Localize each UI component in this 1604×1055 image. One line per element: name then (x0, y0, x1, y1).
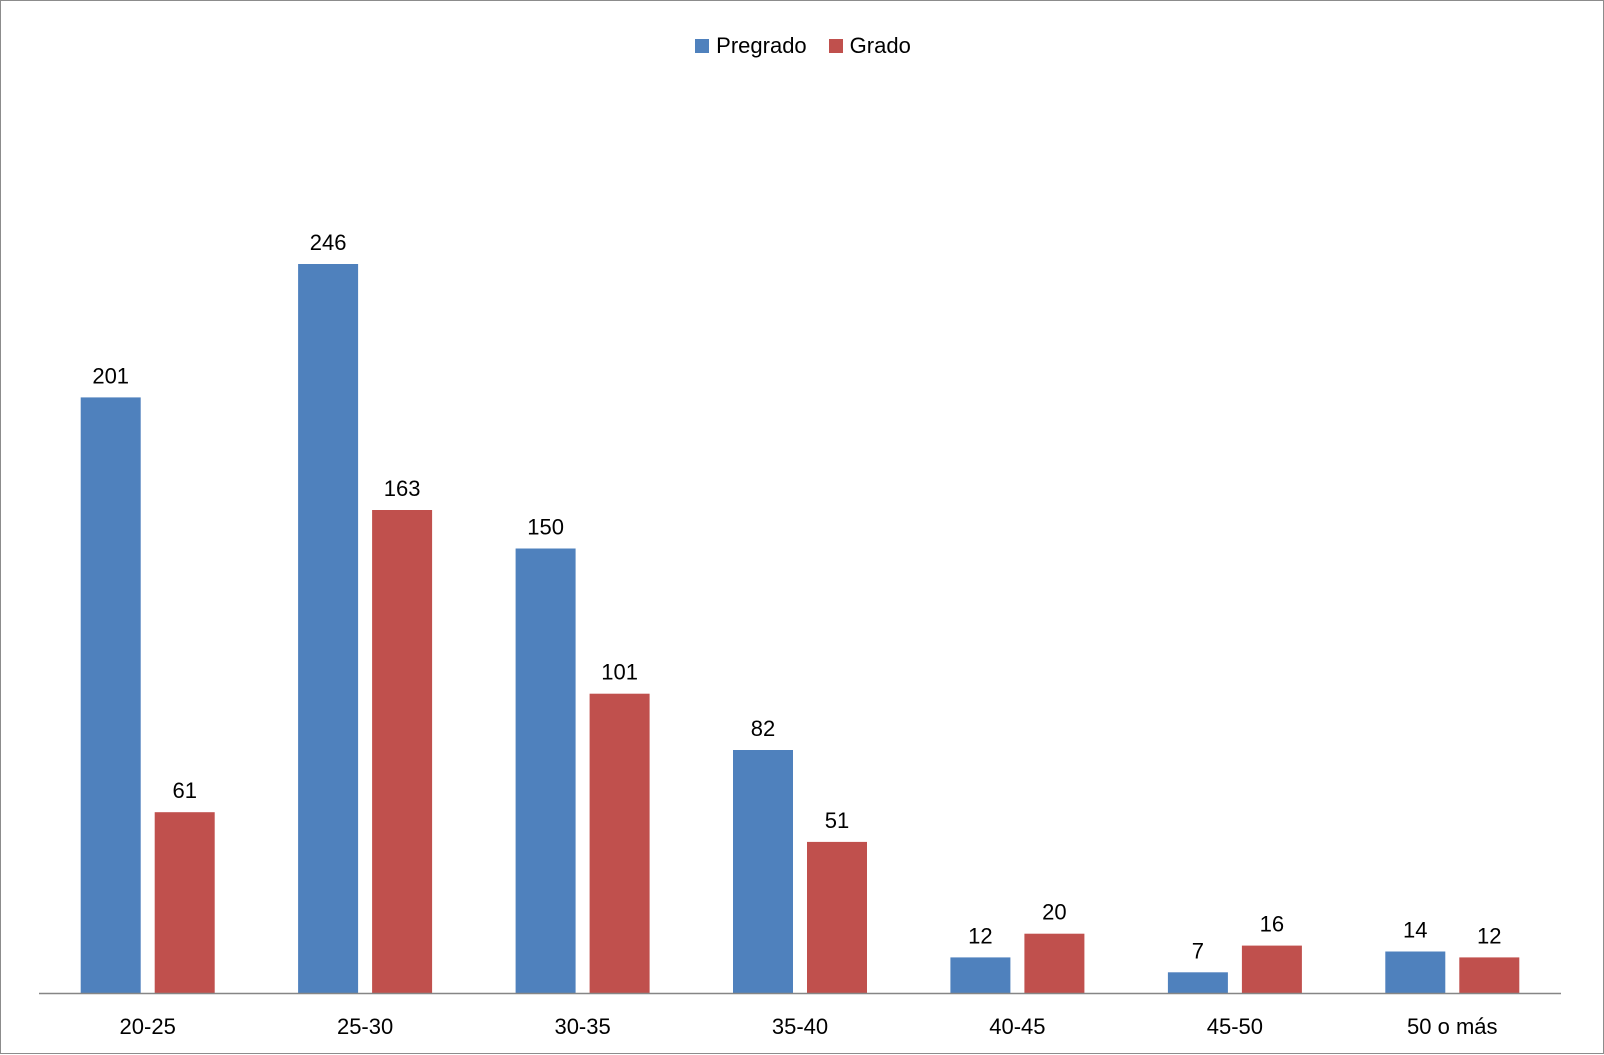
legend-item-pregrado: Pregrado (695, 33, 807, 59)
bar-pregrado-4 (950, 957, 1011, 993)
data-label-grado-2: 101 (601, 660, 638, 685)
bar-pregrado-2 (515, 548, 576, 993)
data-label-grado-0: 61 (172, 778, 196, 803)
data-label-grado-3: 51 (825, 808, 849, 833)
data-label-pregrado-0: 201 (92, 363, 129, 388)
x-tick-label-3: 35-40 (772, 1014, 828, 1039)
data-label-pregrado-6: 14 (1403, 918, 1427, 943)
bar-grado-5 (1241, 945, 1302, 993)
x-tick-label-5: 45-50 (1207, 1014, 1263, 1039)
bar-grado-2 (589, 693, 650, 993)
x-tick-label-6: 50 o más (1407, 1014, 1498, 1039)
bar-grado-0 (154, 812, 215, 993)
data-label-grado-1: 163 (384, 476, 421, 501)
data-label-pregrado-4: 12 (968, 923, 992, 948)
data-label-grado-5: 16 (1260, 912, 1284, 937)
bar-pregrado-1 (298, 264, 359, 993)
data-label-grado-4: 20 (1042, 900, 1066, 925)
legend-label-grado: Grado (849, 33, 911, 58)
bar-pregrado-5 (1167, 972, 1228, 993)
data-label-pregrado-5: 7 (1192, 938, 1204, 963)
data-label-pregrado-3: 82 (751, 716, 775, 741)
x-tick-label-0: 20-25 (120, 1014, 176, 1039)
x-tick-label-1: 25-30 (337, 1014, 393, 1039)
legend-swatch-pregrado (695, 39, 710, 53)
x-tick-label-2: 30-35 (554, 1014, 610, 1039)
x-tick-label-4: 40-45 (989, 1014, 1045, 1039)
bar-grado-6 (1459, 957, 1520, 993)
legend-swatch-grado (828, 39, 843, 53)
bar-grado-4 (1024, 933, 1085, 993)
data-label-pregrado-2: 150 (527, 515, 564, 540)
bar-pregrado-0 (80, 397, 141, 993)
legend-label-pregrado: Pregrado (716, 33, 807, 58)
bar-grado-3 (807, 841, 867, 993)
data-label-pregrado-1: 246 (310, 230, 347, 255)
legend-item-grado: Grado (828, 33, 911, 59)
bar-pregrado-6 (1385, 951, 1446, 993)
data-label-grado-6: 12 (1477, 923, 1501, 948)
legend: Pregrado Grado (1, 33, 1604, 59)
bar-grado-1 (372, 510, 433, 993)
bar-pregrado-3 (733, 750, 793, 993)
